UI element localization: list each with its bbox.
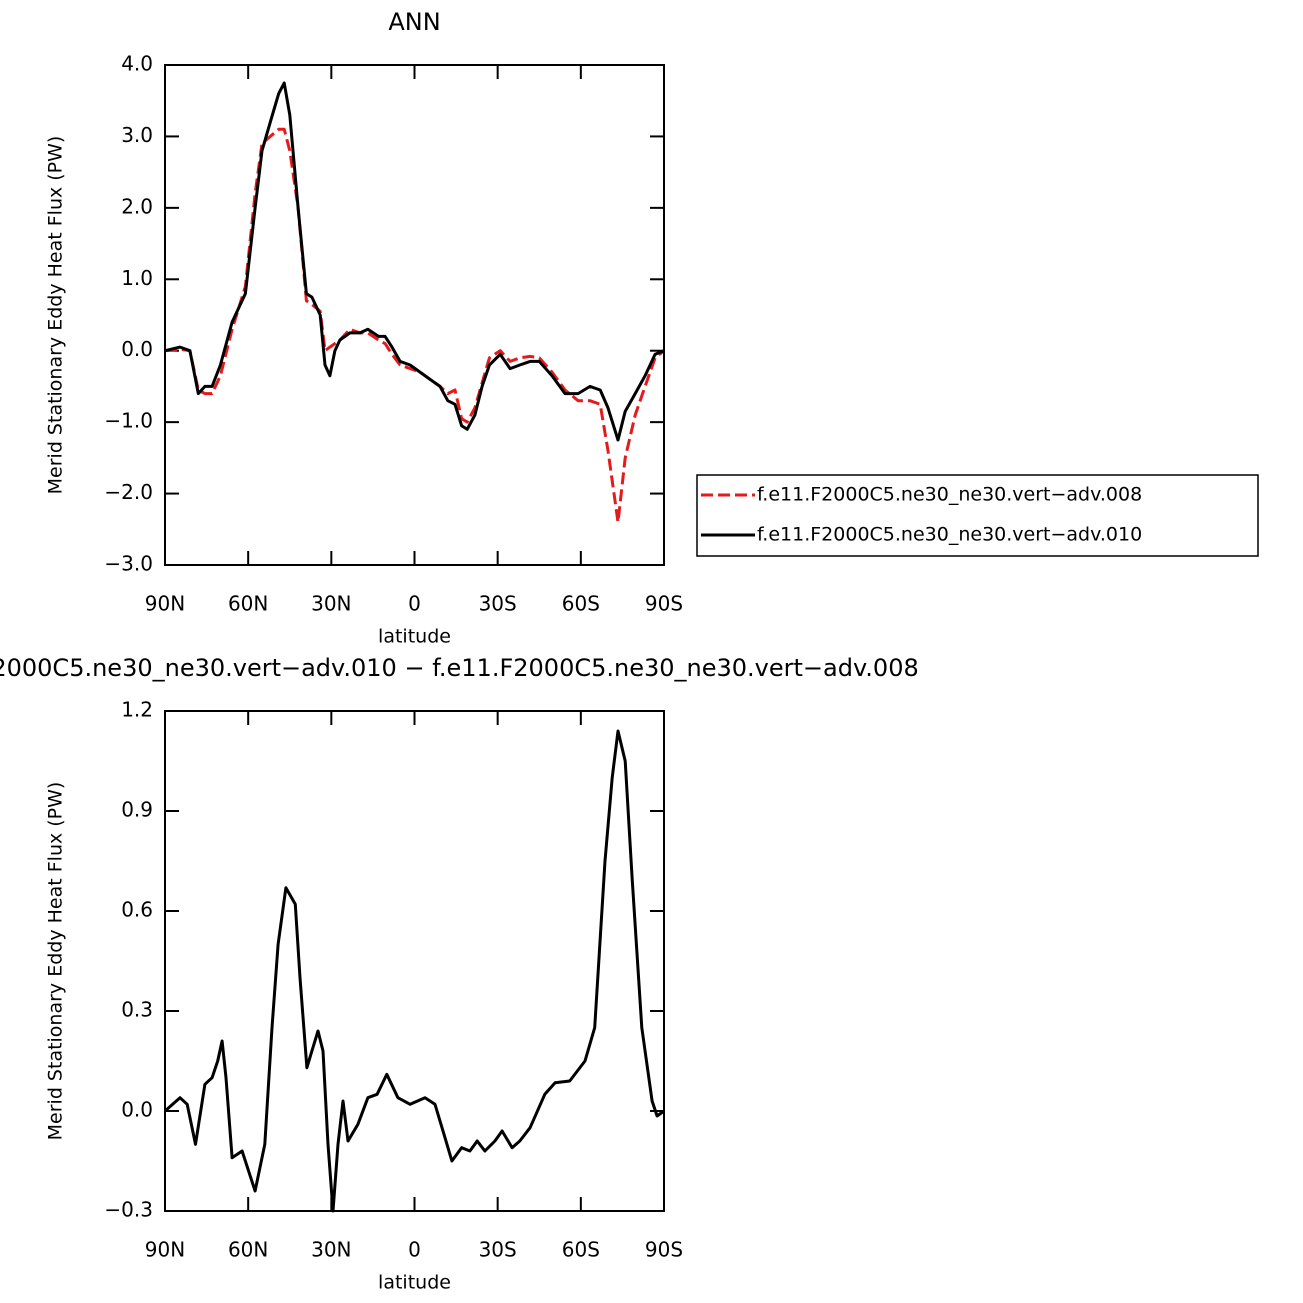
chart-title: ANN [388, 8, 440, 36]
x-tick-label: 90S [645, 1238, 683, 1262]
legend-label: f.e11.F2000C5.ne30_ne30.vert−adv.010 [757, 524, 1142, 546]
x-tick-label: 0 [408, 1238, 421, 1262]
x-tick-label: 30S [479, 1238, 517, 1262]
y-tick-label: 0.9 [121, 798, 153, 822]
y-tick-label: −1.0 [104, 409, 153, 433]
data-line [164, 81, 665, 442]
x-tick-label: 90N [145, 1238, 185, 1262]
x-tick-label: 30N [311, 592, 351, 616]
y-tick-label: −2.0 [104, 480, 153, 504]
y-tick-label: 1.0 [121, 266, 153, 290]
y-tick-label: 0.3 [121, 998, 153, 1022]
x-tick-label: 60S [562, 1238, 600, 1262]
chart-title: f.e11.F2000C5.ne30_ne30.vert−adv.010 − f… [0, 654, 919, 682]
x-tick-label: 30N [311, 1238, 351, 1262]
legend-box [696, 474, 1259, 557]
x-tick-label: 60N [228, 1238, 268, 1262]
data-line [164, 729, 665, 1213]
x-tick-label: 0 [408, 592, 421, 616]
y-tick-label: 4.0 [121, 52, 153, 76]
x-tick-label: 90S [645, 592, 683, 616]
y-tick-label: 0.0 [121, 337, 153, 361]
y-axis-label: Merid Stationary Eddy Heat Flux (PW) [45, 782, 67, 1141]
plot-frame [164, 710, 665, 1212]
y-tick-label: 2.0 [121, 194, 153, 218]
x-tick-label: 30S [479, 592, 517, 616]
y-tick-label: 3.0 [121, 123, 153, 147]
y-tick-label: 0.0 [121, 1098, 153, 1122]
x-tick-label: 90N [145, 592, 185, 616]
y-tick-label: −0.3 [104, 1198, 153, 1222]
x-axis-label: latitude [378, 626, 451, 648]
y-axis-label: Merid Stationary Eddy Heat Flux (PW) [45, 136, 67, 495]
legend-label: f.e11.F2000C5.ne30_ne30.vert−adv.008 [757, 484, 1142, 506]
y-tick-label: −3.0 [104, 552, 153, 576]
x-tick-label: 60N [228, 592, 268, 616]
x-tick-label: 60S [562, 592, 600, 616]
data-line [164, 127, 665, 524]
plot-frame [164, 64, 665, 566]
y-tick-label: 0.6 [121, 898, 153, 922]
x-axis-label: latitude [378, 1272, 451, 1294]
y-tick-label: 1.2 [121, 698, 153, 722]
